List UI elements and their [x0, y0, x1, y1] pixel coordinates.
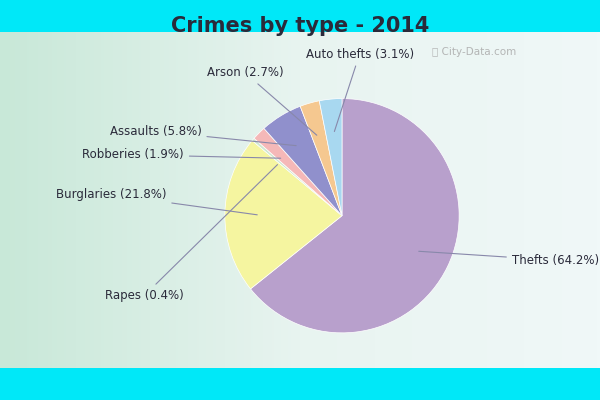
- Text: Arson (2.7%): Arson (2.7%): [207, 66, 317, 135]
- Text: ⓘ City-Data.com: ⓘ City-Data.com: [432, 47, 516, 57]
- Wedge shape: [319, 98, 342, 216]
- Text: Auto thefts (3.1%): Auto thefts (3.1%): [305, 48, 413, 132]
- Text: Robberies (1.9%): Robberies (1.9%): [82, 148, 281, 161]
- Text: Rapes (0.4%): Rapes (0.4%): [105, 165, 277, 302]
- Wedge shape: [254, 128, 342, 216]
- Wedge shape: [252, 138, 342, 216]
- Text: Crimes by type - 2014: Crimes by type - 2014: [171, 16, 429, 36]
- Text: Thefts (64.2%): Thefts (64.2%): [419, 251, 599, 267]
- Wedge shape: [264, 106, 342, 216]
- Text: Assaults (5.8%): Assaults (5.8%): [110, 125, 296, 146]
- Text: Burglaries (21.8%): Burglaries (21.8%): [56, 188, 257, 215]
- Wedge shape: [300, 101, 342, 216]
- Wedge shape: [251, 98, 459, 333]
- Wedge shape: [225, 140, 342, 289]
